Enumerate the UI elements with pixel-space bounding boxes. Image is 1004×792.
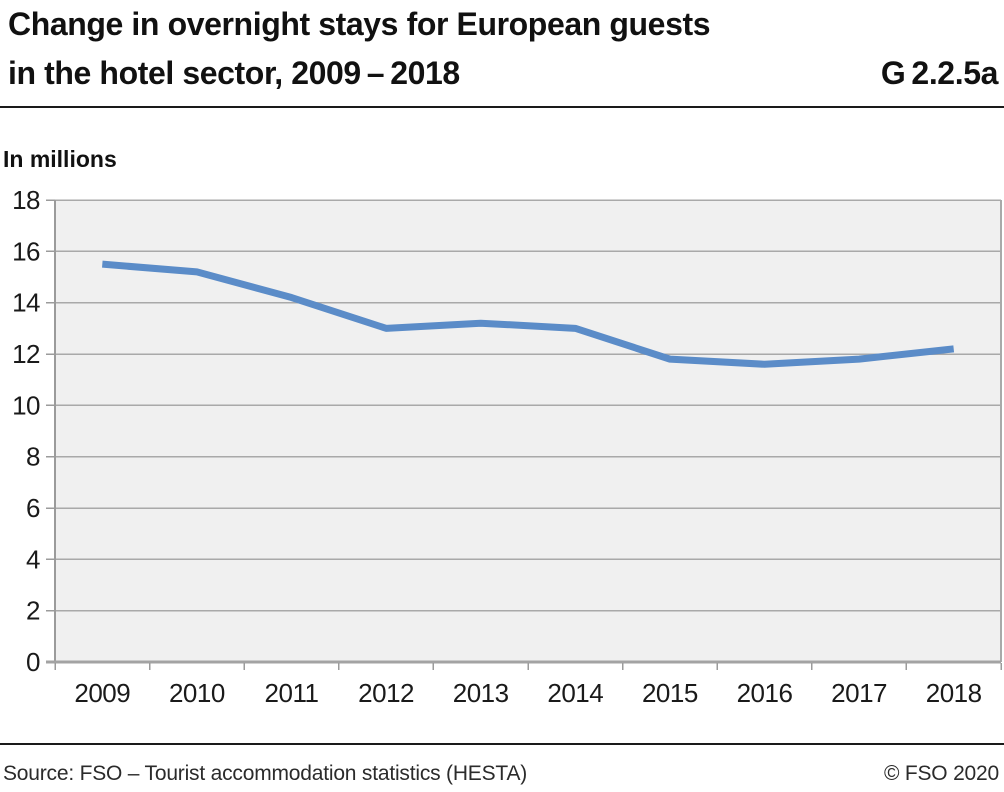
x-tick-label: 2011	[265, 678, 319, 708]
x-tick-label: 2013	[453, 678, 509, 708]
x-tick-label: 2015	[642, 678, 698, 708]
chart-title-line1: Change in overnight stays for European g…	[8, 6, 711, 42]
y-tick-label: 16	[12, 236, 40, 266]
x-tick-label: 2009	[74, 678, 130, 708]
copyright-note: © FSO 2020	[883, 762, 999, 785]
y-tick-label: 4	[26, 544, 40, 574]
title-separator-line	[0, 106, 1004, 108]
x-tick-label: 2018	[926, 678, 982, 708]
footer-separator-line	[0, 743, 1004, 745]
y-tick-label: 8	[26, 442, 40, 472]
figure-number: G 2.2.5a	[880, 55, 998, 91]
y-axis-unit-label: In millions	[3, 146, 117, 172]
y-tick-label: 18	[12, 185, 40, 215]
x-tick-label: 2014	[547, 678, 603, 708]
chart-title-line2: in the hotel sector, 2009 – 2018	[8, 55, 460, 91]
x-tick-label: 2010	[169, 678, 225, 708]
y-tick-label: 12	[12, 339, 40, 369]
x-tick-label: 2017	[831, 678, 887, 708]
chart-title: Change in overnight stays for European g…	[8, 0, 711, 98]
x-tick-label: 2016	[737, 678, 793, 708]
y-tick-label: 2	[26, 596, 40, 626]
y-tick-label: 14	[12, 288, 40, 318]
x-tick-label: 2012	[358, 678, 414, 708]
y-tick-label: 6	[26, 493, 40, 523]
y-tick-label: 0	[26, 647, 40, 677]
y-tick-label: 10	[12, 390, 40, 420]
data-line	[102, 260, 955, 368]
source-note: Source: FSO – Tourist accommodation stat…	[3, 762, 528, 785]
